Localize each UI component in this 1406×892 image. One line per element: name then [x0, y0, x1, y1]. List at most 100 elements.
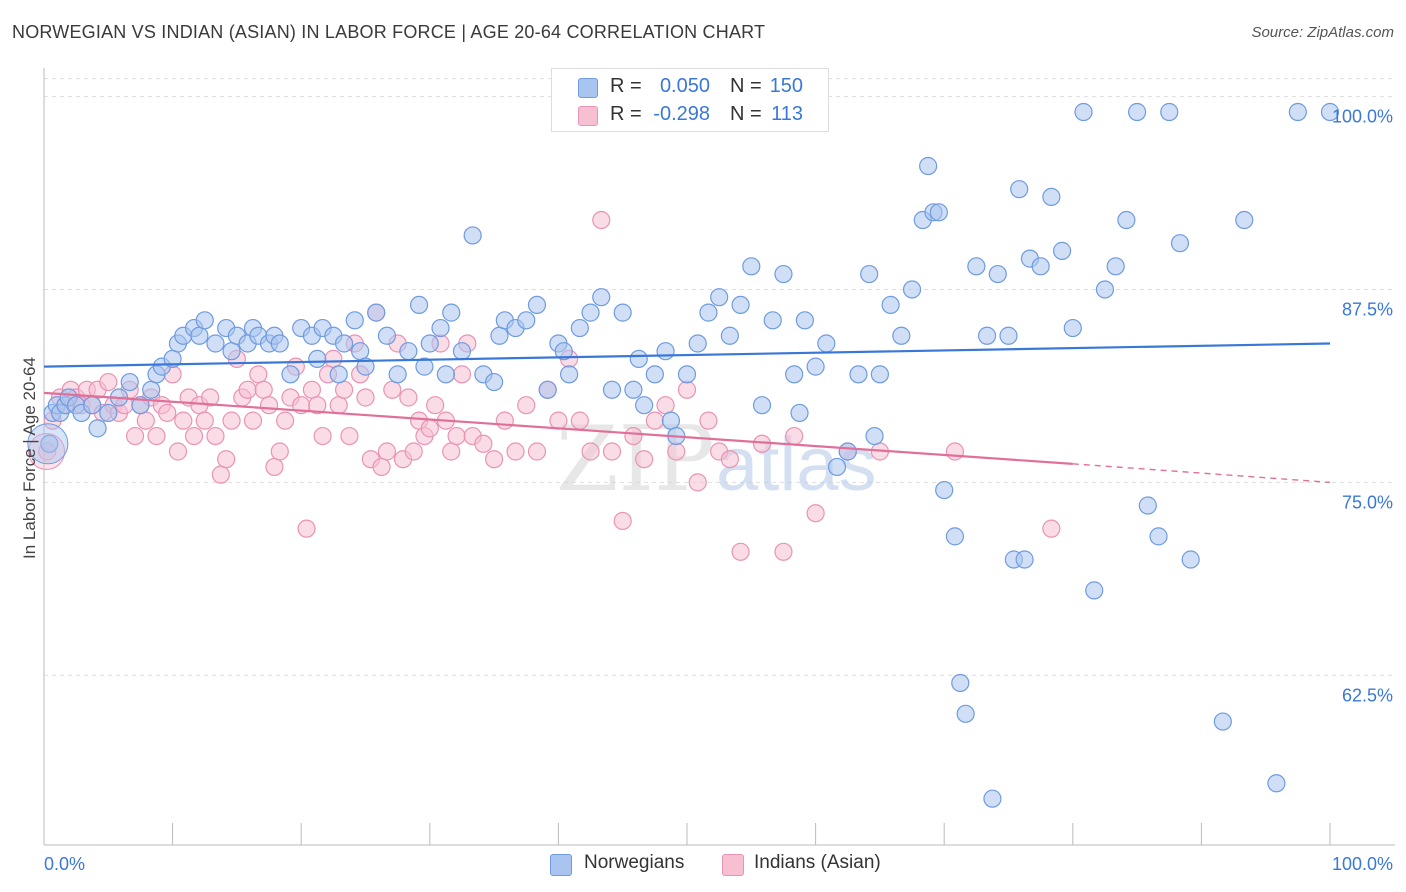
y-tick-label: 62.5%	[1342, 685, 1393, 705]
y-tick-label: 100.0%	[1332, 107, 1393, 127]
indian-asian-point	[785, 426, 804, 446]
indian-asian-point	[340, 426, 359, 446]
indian-asian-point	[211, 465, 230, 484]
legend-row-norwegians: R = 0.050 N = 150	[552, 72, 828, 102]
indian-asian-point	[635, 450, 654, 469]
indian-asian-point	[383, 380, 402, 399]
indian-asian-point	[158, 403, 177, 423]
indian-asian-point	[667, 442, 686, 461]
norwegian-point	[1095, 280, 1115, 299]
norwegian-point	[538, 380, 557, 399]
grid-lines	[44, 78, 1395, 676]
norwegian-point	[838, 442, 857, 461]
norwegian-point	[1181, 550, 1200, 569]
norwegian-point	[902, 280, 922, 299]
norwegian-point	[817, 334, 836, 353]
r-value: 0.050	[659, 75, 710, 97]
indian-asian-point	[624, 426, 643, 446]
norwegian-point	[592, 288, 611, 307]
indian-asian-point	[377, 442, 397, 461]
norwegian-point	[452, 342, 472, 361]
indian-asian-point	[147, 426, 166, 446]
indian-asian-point	[688, 473, 707, 492]
indian-asian-point	[506, 442, 525, 461]
indian-asian-point	[249, 365, 268, 384]
indian-asian-point	[302, 380, 322, 399]
norwegian-point	[195, 311, 214, 330]
norwegian-point	[436, 365, 455, 384]
indian-asian-point	[254, 380, 273, 399]
norwegian-point	[720, 326, 739, 345]
norwegian-point	[1063, 318, 1082, 338]
indian-asian-point	[238, 380, 257, 399]
norwegian-point	[967, 257, 986, 276]
norwegian-point	[1106, 257, 1125, 276]
indian-asian-point	[602, 442, 622, 461]
norwegian-point	[420, 334, 439, 353]
indians-trend-line	[43, 391, 1073, 465]
indian-asian-point	[168, 442, 188, 461]
indian-asian-point	[404, 442, 423, 461]
indian-asian-point	[259, 396, 279, 415]
norwegian-point	[431, 318, 450, 338]
indian-asian-point	[243, 411, 263, 430]
indian-asian-point	[125, 426, 145, 446]
norwegian-point	[951, 673, 970, 693]
norwegian-point	[442, 303, 461, 322]
axis-labels: 62.5% 75.0% 87.5% 100.0% 0.0% 100.0%	[44, 107, 1393, 874]
indian-asian-point	[201, 388, 220, 407]
norwegian-point	[752, 396, 772, 415]
source-credit: Source: ZipAtlas.com	[1251, 24, 1394, 41]
norwegian-point	[1042, 187, 1061, 206]
indian-asian-point	[570, 411, 589, 430]
norwegian-point	[742, 257, 761, 276]
norwegian-point	[661, 411, 681, 430]
indian-asian-point	[774, 542, 793, 561]
norwegian-point	[206, 334, 225, 353]
indian-asian-point	[308, 396, 327, 415]
norwegian-point	[790, 403, 809, 423]
norwegian-point	[849, 365, 868, 384]
norwegian-point	[763, 311, 782, 330]
norwegian-point	[388, 365, 407, 384]
indian-asian-point	[184, 426, 204, 446]
indian-asian-point	[656, 396, 675, 415]
y-axis-label: In Labor Force | Age 20-64	[20, 357, 39, 559]
indian-asian-point	[485, 450, 504, 469]
norwegian-point	[785, 365, 804, 384]
norwegian-point	[377, 326, 397, 345]
norwegian-point	[1010, 180, 1029, 199]
norwegian-point	[351, 342, 370, 361]
norwegian-point	[142, 380, 161, 399]
norwegian-point	[99, 403, 118, 423]
norwegian-point	[570, 318, 589, 338]
indian-asian-point	[297, 519, 316, 538]
indian-asian-point	[265, 457, 284, 477]
norwegian-point	[865, 426, 884, 446]
indian-asian-point	[270, 442, 289, 461]
norwegian-point	[1085, 581, 1104, 600]
y-tick-label: 87.5%	[1342, 299, 1393, 319]
norwegian-point	[1074, 102, 1093, 122]
norwegian-point	[409, 295, 429, 315]
indian-asian-point	[329, 396, 348, 415]
indians-swatch	[722, 854, 744, 876]
indian-asian-point	[806, 504, 825, 523]
indian-asian-point	[613, 511, 632, 531]
indian-asian-point	[324, 349, 343, 369]
norwegian-point	[935, 480, 954, 500]
norwegian-point	[645, 365, 664, 384]
norwegian-point	[463, 226, 482, 245]
norwegian-point	[554, 342, 573, 361]
y-tick-label: 75.0%	[1342, 492, 1393, 512]
r-value: -0.298	[653, 103, 710, 125]
blue-swatch	[578, 78, 598, 98]
indian-asian-point	[720, 450, 739, 469]
norwegian-point	[677, 365, 697, 384]
norwegian-point	[860, 264, 879, 284]
norwegian-point	[1170, 234, 1190, 253]
norwegian-point	[367, 303, 386, 322]
indian-asian-point	[447, 426, 466, 446]
norwegian-point	[517, 311, 536, 330]
norwegian-point	[120, 372, 139, 392]
